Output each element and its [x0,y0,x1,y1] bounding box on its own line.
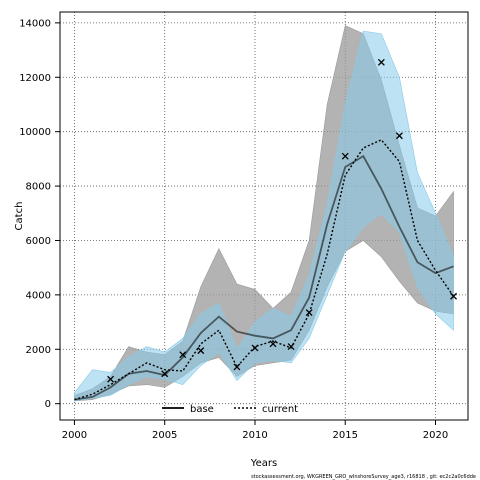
observed-point-2002 [107,375,115,383]
y-tick-label-10000: 10000 [19,127,51,138]
axes: 2000 2005 2010 2015 2020 0 2000 4000 6000 8000 100… [19,18,448,441]
observed-point-stroke-b [305,309,313,317]
observed-point-2021 [450,292,458,300]
observed-point-stroke-b [341,152,349,160]
observed-point-stroke-b [251,344,259,352]
observed-point-2012 [287,343,295,351]
y-axis-title: Catch [14,202,25,231]
y-tick-label-12000: 12000 [19,73,51,84]
x-axis-title: Years [250,458,277,469]
observed-point-stroke-b [269,340,277,348]
y-tick-label-4000: 4000 [26,290,51,301]
observed-point-2011 [269,340,277,348]
observed-point-2013 [305,309,313,317]
observed-point-stroke-b [197,347,205,355]
series-lines [74,138,455,401]
observed-point-2015 [341,152,349,160]
x-tick-label-2005: 2005 [152,430,177,441]
legend-label-current: current [262,404,298,415]
y-tick-label-0: 0 [45,399,51,410]
observed-point-2017 [377,58,385,66]
observed-markers [107,58,458,383]
band-current [74,30,454,402]
observed-point-stroke-b [107,375,115,383]
legend: base current [162,404,298,415]
line-base [74,154,454,401]
observed-point-stroke-b [179,351,187,359]
x-tick-label-2010: 2010 [242,430,267,441]
y-tick-label-2000: 2000 [26,345,51,356]
line-current [74,138,455,401]
legend-label-base: base [190,404,214,415]
observed-point-2018 [395,132,403,140]
y-tick-label-14000: 14000 [19,18,51,29]
observed-point-stroke-b [377,58,385,66]
y-tick-label-8000: 8000 [26,182,51,193]
observed-point-stroke-b [395,132,403,140]
observed-point-2005 [161,370,169,378]
observed-point-2009 [233,363,241,371]
observed-point-stroke-b [287,343,295,351]
x-tick-label-2020: 2020 [423,430,448,441]
confidence-bands [74,25,454,402]
observed-point-2007 [197,347,205,355]
observed-point-stroke-b [450,292,458,300]
observed-point-stroke-b [233,363,241,371]
observed-point-stroke-b [161,370,169,378]
x-tick-label-2015: 2015 [333,430,358,441]
y-tick-label-6000: 6000 [26,236,51,247]
observed-point-2010 [251,344,259,352]
x-tick-label-2000: 2000 [62,430,87,441]
plot-frame [59,11,469,421]
observed-point-2006 [179,351,187,359]
footnote: stockassessment.org, WKGREEN_GRO_wInshor… [251,474,476,480]
